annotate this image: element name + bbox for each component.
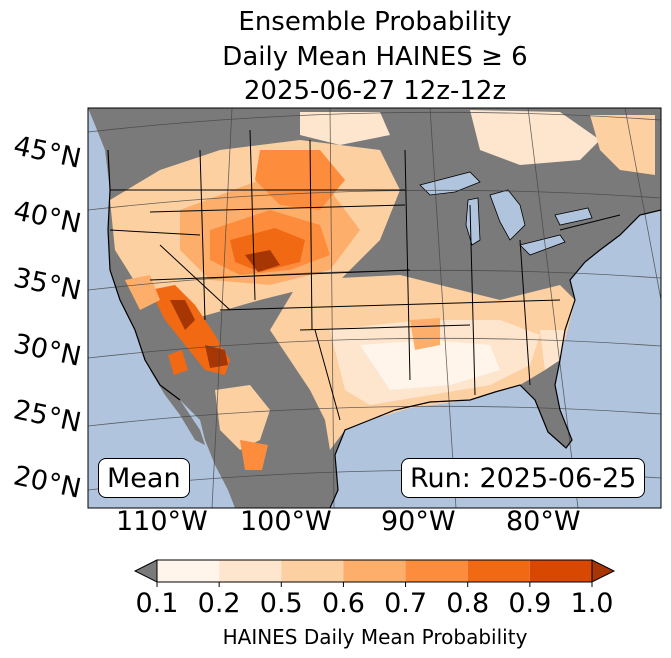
- title-line-3: 2025-06-27 12z-12z: [243, 76, 507, 106]
- colorbar-segment: [157, 560, 220, 582]
- lon-label-80: 80°W: [506, 506, 581, 537]
- state-borders: [109, 129, 621, 421]
- lon-label-90: 90°W: [381, 506, 456, 537]
- lon-label-110: 110°W: [116, 506, 208, 537]
- coastline: [107, 149, 661, 508]
- lon-label-100: 100°W: [240, 506, 332, 537]
- colorbar-tick-label: 0.2: [197, 588, 241, 619]
- colorbar: [133, 559, 616, 587]
- colorbar-tick-label: 0.9: [508, 588, 552, 619]
- colorbar-segment: [343, 560, 406, 582]
- colorbar-tick-label: 0.5: [259, 588, 303, 619]
- title-line-2: Daily Mean HAINES ≥ 6: [222, 42, 528, 72]
- map-frame: [87, 107, 662, 509]
- colorbar-tick-label: 0.1: [135, 588, 179, 619]
- colorbar-tick-label: 0.7: [384, 588, 428, 619]
- colorbar-frame: [156, 559, 593, 583]
- colorbar-segment: [219, 560, 282, 582]
- probability-patches: [110, 110, 655, 470]
- title-line-1: Ensemble Probability: [238, 7, 512, 37]
- colorbar-tick-label: 0.6: [321, 588, 365, 619]
- colorbar-segment: [529, 560, 592, 582]
- colorbar-under-arrow: [133, 559, 158, 583]
- colorbar-tick-label: 0.8: [446, 588, 490, 619]
- great-lakes: [419, 171, 593, 256]
- colorbar-over-arrow: [591, 559, 616, 583]
- colorbar-title: HAINES Daily Mean Probability: [222, 625, 528, 649]
- colorbar-segment: [281, 560, 344, 582]
- mean-label-box: Mean: [98, 458, 190, 498]
- run-label-box: Run: 2025-06-25: [401, 458, 646, 498]
- colorbar-segment: [467, 560, 530, 582]
- colorbar-tick-label: 1.0: [570, 588, 614, 619]
- baja-peninsula: [150, 340, 205, 445]
- colorbar-segment: [405, 560, 468, 582]
